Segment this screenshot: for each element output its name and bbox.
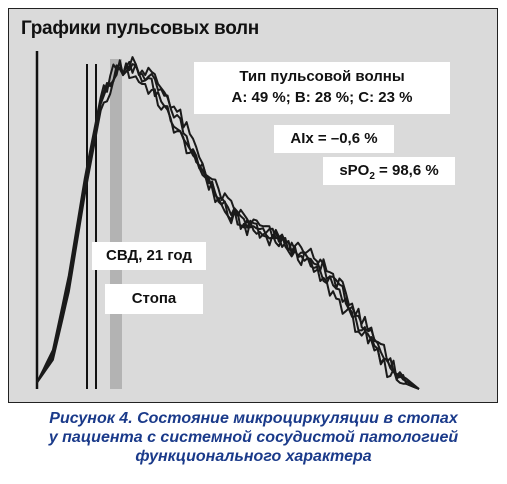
chart-panel: Графики пульсовых волн Тип пульсовой вол… bbox=[8, 8, 498, 403]
chart-title: Графики пульсовых волн bbox=[21, 18, 259, 39]
spo2-label: sPO2 = 98,6 % bbox=[323, 157, 455, 185]
wave-type-heading: Тип пульсовой волны bbox=[239, 68, 405, 85]
pulse-wave-4 bbox=[36, 59, 420, 390]
spo2-prefix: sPO bbox=[339, 162, 370, 179]
caption-line-2: у пациента с системной сосудистой патоло… bbox=[48, 429, 459, 446]
wave-type-values: A: 49 %; B: 28 %; C: 23 % bbox=[231, 89, 413, 106]
caption-line-3: функционального характера bbox=[135, 448, 372, 465]
caption-line-1: Рисунок 4. Состояние микроциркуляции в с… bbox=[49, 410, 458, 427]
site-label: Стопа bbox=[105, 284, 203, 314]
pulse-wave-3 bbox=[36, 60, 420, 390]
wave-type-box: Тип пульсовой волны A: 49 %; B: 28 %; C:… bbox=[194, 62, 450, 114]
aix-label: AIx = –0,6 % bbox=[274, 125, 394, 153]
patient-label: СВД, 21 год bbox=[92, 242, 206, 270]
figure-caption: Рисунок 4. Состояние микроциркуляции в с… bbox=[0, 409, 507, 466]
spo2-subscript: 2 bbox=[369, 171, 375, 182]
systolic-marker-band bbox=[110, 59, 122, 389]
spo2-value: = 98,6 % bbox=[374, 162, 439, 179]
